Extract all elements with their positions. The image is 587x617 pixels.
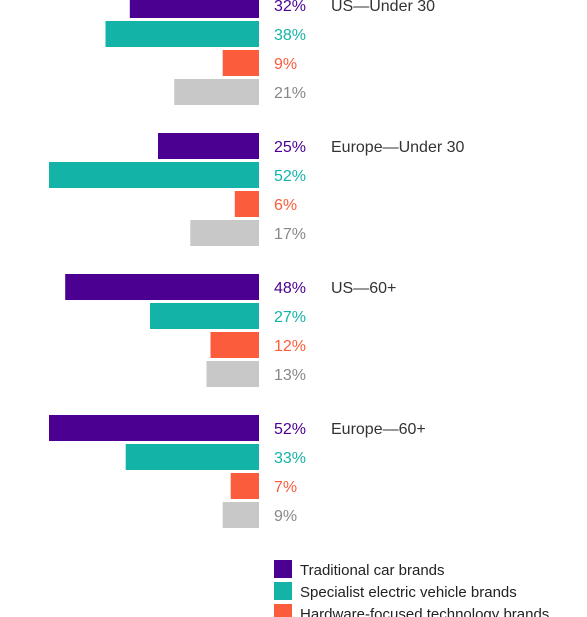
bar-group: 25% 52% 6% 17% Europe—Under 30 (49, 133, 465, 246)
group-label: US—60+ (331, 280, 396, 297)
bar (234, 191, 259, 217)
legend-swatch (274, 604, 292, 617)
value-label: 13% (274, 367, 306, 384)
value-label: 7% (274, 479, 297, 496)
bar (129, 0, 259, 18)
value-label: 32% (274, 0, 306, 15)
value-label: 6% (274, 197, 297, 214)
bar (222, 502, 259, 528)
bar (190, 220, 259, 246)
bar-group: 32% 38% 9% 21% US—Under 30 (105, 0, 435, 105)
bar (210, 332, 259, 358)
legend-label: Specialist electric vehicle brands (300, 584, 517, 601)
bar (65, 274, 259, 300)
bar (125, 444, 259, 470)
value-label: 52% (274, 168, 306, 185)
value-label: 21% (274, 85, 306, 102)
value-label: 17% (274, 226, 306, 243)
bar (222, 50, 259, 76)
bar-group: 52% 33% 7% 9% Europe—60+ (49, 415, 426, 528)
value-label: 12% (274, 338, 306, 355)
value-label: 33% (274, 450, 306, 467)
group-label: US—Under 30 (331, 0, 435, 15)
legend-label: Hardware-focused technology brands (300, 606, 549, 617)
value-label: 48% (274, 280, 306, 297)
value-label: 25% (274, 139, 306, 156)
value-label: 38% (274, 27, 306, 44)
value-label: 9% (274, 508, 297, 525)
bar-group: 48% 27% 12% 13% US—60+ (65, 274, 396, 387)
bar (158, 133, 259, 159)
bar (206, 361, 259, 387)
bar (49, 162, 259, 188)
legend-label: Traditional car brands (300, 562, 445, 579)
bar (105, 21, 259, 47)
legend-swatch (274, 560, 292, 578)
value-label: 9% (274, 56, 297, 73)
bar (150, 303, 259, 329)
value-label: 52% (274, 421, 306, 438)
group-label: Europe—Under 30 (331, 139, 465, 156)
bar (49, 415, 259, 441)
group-label: Europe—60+ (331, 421, 426, 438)
bar (174, 79, 259, 105)
legend-swatch (274, 582, 292, 600)
value-label: 27% (274, 309, 306, 326)
legend: Traditional car brands Specialist electri… (274, 560, 549, 617)
bar (230, 473, 259, 499)
